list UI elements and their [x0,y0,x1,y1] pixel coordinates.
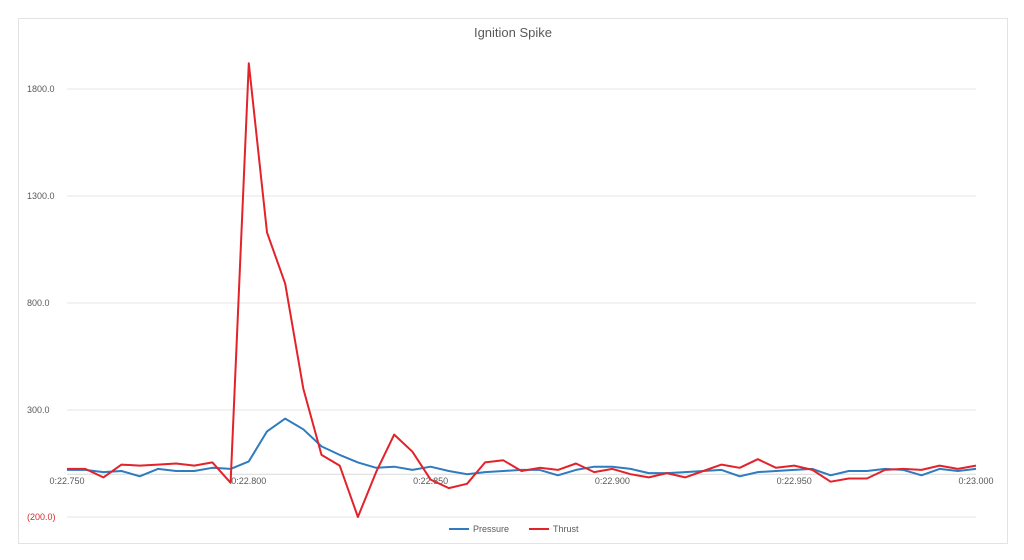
x-tick-label: 0:22.800 [231,476,266,486]
x-tick-label: 0:23.000 [958,476,993,486]
x-tick-label: 0:22.950 [777,476,812,486]
y-tick-label: 300.0 [27,405,50,415]
gridlines [67,88,976,518]
legend-label-pressure: Pressure [473,524,509,534]
legend: Pressure Thrust [449,524,579,534]
line-chart: Ignition Spike (200.0) 300.0 800.0 1300.0 18… [27,25,994,534]
series-line-pressure [67,417,977,478]
x-tick-label: 0:22.900 [595,476,630,486]
series-line-thrust [67,62,977,518]
x-tick-label: 0:22.750 [49,476,84,486]
chart-title: Ignition Spike [474,25,552,40]
legend-label-thrust: Thrust [553,524,579,534]
y-tick-label: 1800.0 [27,84,55,94]
y-tick-label: (200.0) [27,512,56,522]
y-tick-label: 1300.0 [27,191,55,201]
y-axis-tick-labels: (200.0) 300.0 800.0 1300.0 1800.0 [27,84,56,522]
chart-frame: Ignition Spike (200.0) 300.0 800.0 1300.0 18… [18,18,1008,544]
series-lines [67,62,977,518]
y-tick-label: 800.0 [27,298,50,308]
x-axis-tick-labels: 0:22.750 0:22.800 0:22.850 0:22.900 0:22.950… [49,476,993,486]
x-tick-label: 0:22.850 [413,476,448,486]
